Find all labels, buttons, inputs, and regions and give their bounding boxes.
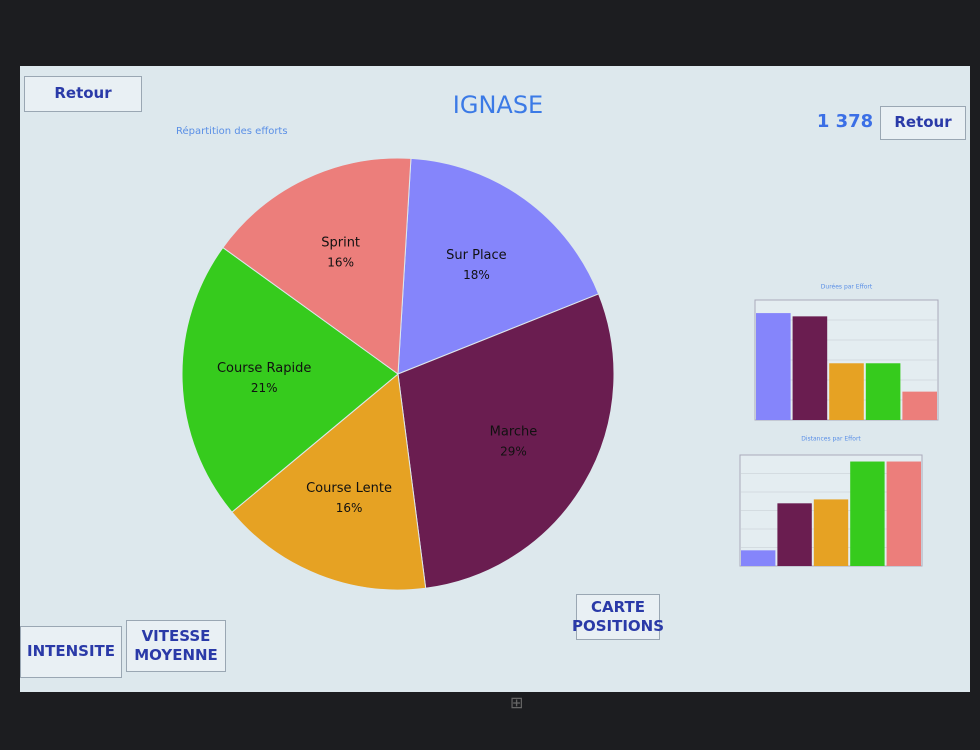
bar (902, 391, 937, 420)
pie-slice (397, 157, 600, 375)
intensity-button[interactable]: INTENSITE (20, 626, 122, 678)
slice-label: Sprint (321, 235, 360, 250)
bar (813, 499, 849, 566)
speed-button[interactable]: VITESSE MOYENNE (126, 620, 226, 672)
bar-chart-title: Durées par Effort (821, 284, 873, 291)
bar (886, 461, 921, 566)
pie-slice (231, 373, 427, 591)
counter: 1 378 (817, 111, 873, 132)
pie-slice (181, 246, 399, 513)
slice-value: 18% (463, 268, 490, 282)
slice-value: 29% (500, 444, 527, 458)
slice-label: Course Rapide (217, 361, 311, 376)
pie-slice (397, 293, 615, 589)
slice-label: Course Lente (306, 481, 392, 496)
bar (792, 316, 828, 420)
slice-value: 16% (327, 255, 354, 269)
pie-slice (222, 157, 412, 375)
bar (829, 363, 864, 420)
slice-label: Marche (490, 424, 538, 439)
slice-value: 21% (251, 381, 278, 395)
back-button[interactable]: Retour (880, 106, 966, 140)
map-button[interactable]: CARTE POSITIONS (572, 594, 664, 640)
windows-logo: ⊞ (510, 693, 523, 712)
back-button[interactable]: Retour (24, 76, 142, 112)
slice-label: Sur Place (446, 248, 507, 263)
bar (865, 363, 901, 420)
slice-value: 16% (336, 501, 363, 515)
pie-title: Répartition des efforts (176, 125, 288, 137)
bar (756, 313, 791, 420)
bar (850, 461, 885, 566)
bar (741, 550, 776, 566)
app-title: IGNASE (453, 91, 543, 119)
bar (777, 503, 812, 566)
bar-chart-title: Distances par Effort (801, 436, 861, 443)
